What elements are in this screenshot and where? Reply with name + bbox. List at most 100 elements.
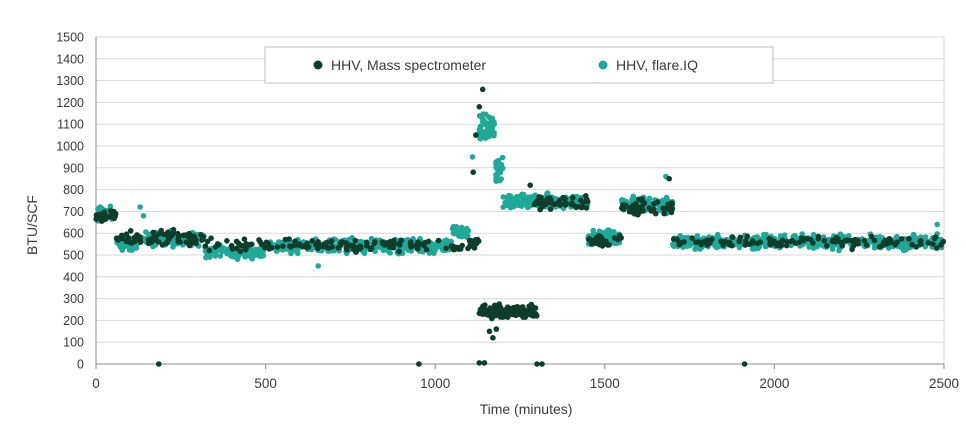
data-point <box>175 236 181 242</box>
data-point <box>398 237 405 244</box>
data-point <box>583 196 590 202</box>
data-point <box>519 309 525 316</box>
data-point <box>905 236 912 242</box>
data-point <box>863 242 870 248</box>
data-point <box>666 175 672 182</box>
data-point <box>499 308 505 314</box>
data-point <box>596 233 602 240</box>
data-point <box>481 360 488 366</box>
data-point <box>909 241 915 248</box>
data-point <box>477 125 484 131</box>
data-point <box>849 246 855 253</box>
data-point <box>193 240 199 247</box>
x-tick-label: 2500 <box>929 376 959 391</box>
data-point <box>265 241 272 247</box>
data-point <box>603 238 609 245</box>
y-tick-label: 1100 <box>57 118 84 132</box>
data-point <box>252 252 259 258</box>
data-point <box>266 246 272 252</box>
data-point <box>480 111 487 117</box>
data-point <box>124 237 130 244</box>
data-point <box>479 86 486 93</box>
data-point <box>252 246 259 253</box>
data-point <box>689 235 695 241</box>
data-point <box>167 233 174 240</box>
data-point <box>527 182 533 188</box>
data-point <box>534 200 541 207</box>
data-point <box>121 244 127 250</box>
data-point <box>490 129 497 136</box>
legend-marker-mass-spectrometer <box>313 60 323 70</box>
data-point <box>736 238 743 245</box>
data-point <box>474 236 481 243</box>
data-point <box>363 243 370 249</box>
data-point <box>483 128 489 135</box>
data-point <box>257 246 263 252</box>
data-point <box>933 245 940 251</box>
data-point <box>577 197 584 203</box>
data-point <box>539 204 546 210</box>
data-point <box>495 157 502 164</box>
data-point <box>131 234 138 241</box>
data-point <box>350 246 357 252</box>
data-point <box>170 244 176 250</box>
data-point <box>779 237 786 244</box>
data-point <box>491 121 498 127</box>
data-point <box>599 243 606 249</box>
data-point <box>524 309 531 315</box>
data-point <box>548 200 554 206</box>
y-tick-label: 1000 <box>56 140 84 154</box>
data-point <box>495 170 502 177</box>
data-point <box>381 242 388 248</box>
data-point <box>343 240 350 247</box>
data-point <box>396 248 402 255</box>
data-point <box>737 234 744 241</box>
data-point <box>876 243 883 250</box>
data-point <box>96 211 102 218</box>
data-point <box>469 154 476 160</box>
data-point <box>713 238 720 245</box>
data-point <box>249 255 255 262</box>
x-tick-label: 500 <box>254 376 277 391</box>
data-point <box>476 360 483 366</box>
data-point <box>536 194 542 200</box>
data-point <box>435 243 442 250</box>
data-point <box>824 242 830 249</box>
x-tick-label: 1000 <box>420 376 450 391</box>
data-point <box>630 202 636 209</box>
data-point <box>744 233 751 240</box>
data-point <box>126 247 133 253</box>
data-point <box>325 245 332 251</box>
data-point <box>938 242 944 248</box>
data-point <box>454 244 461 251</box>
data-point <box>554 200 560 207</box>
data-point <box>815 235 822 242</box>
data-point <box>835 235 841 242</box>
data-point <box>477 307 484 313</box>
data-point <box>707 240 713 246</box>
data-point <box>539 361 545 367</box>
y-tick-label: 100 <box>63 336 84 350</box>
data-point <box>339 239 346 245</box>
data-point <box>796 239 803 246</box>
data-point <box>911 234 918 241</box>
data-point <box>506 200 513 207</box>
data-point <box>241 236 248 242</box>
data-point <box>189 233 196 239</box>
data-point <box>900 247 907 254</box>
data-point <box>664 204 670 211</box>
data-point <box>217 253 224 259</box>
data-point <box>892 241 898 248</box>
data-point <box>629 209 636 215</box>
data-point <box>304 240 310 247</box>
y-tick-label: 0 <box>77 358 84 372</box>
x-tick-label: 1500 <box>590 376 620 391</box>
data-point <box>408 244 414 250</box>
data-point <box>670 236 677 242</box>
data-point <box>274 244 281 250</box>
data-point <box>793 235 799 241</box>
y-tick-label: 900 <box>63 161 84 175</box>
data-point <box>932 234 939 240</box>
